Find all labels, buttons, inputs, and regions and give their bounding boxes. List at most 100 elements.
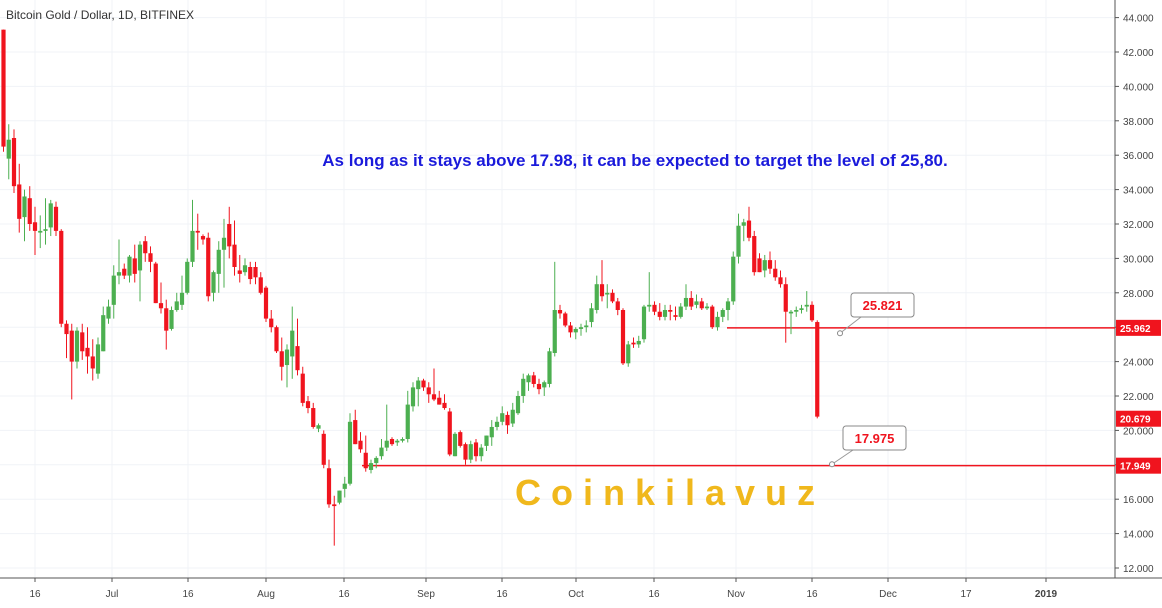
candle-body — [410, 387, 416, 407]
candle-body — [710, 306, 715, 328]
candle-body — [773, 268, 778, 278]
candle-body — [290, 330, 295, 357]
candle-body — [699, 301, 704, 309]
candle-body — [395, 440, 400, 443]
candle-body — [169, 310, 174, 329]
candle-body — [778, 277, 783, 285]
candle-body — [736, 225, 741, 257]
candle-body — [767, 260, 773, 269]
candle-body — [652, 304, 657, 312]
candle-body — [473, 442, 479, 457]
candle-body — [353, 420, 358, 445]
candle-body — [762, 260, 767, 271]
candle-body — [599, 284, 605, 297]
candle-body — [248, 267, 253, 280]
x-tick-label: 17 — [960, 589, 972, 600]
candle-body — [610, 292, 615, 302]
candle-body — [531, 375, 536, 384]
candle-body — [631, 342, 636, 345]
candle-body — [442, 402, 447, 409]
chart-title: Bitcoin Gold / Dollar, 1D, BITFINEX — [6, 8, 195, 22]
candle-body — [384, 440, 389, 448]
candle-body — [27, 198, 32, 224]
candle-body — [95, 344, 101, 374]
callout-label: 17.975 — [855, 431, 895, 446]
candle-body — [111, 275, 116, 305]
x-tick-label: Jul — [106, 589, 119, 600]
candle-body — [347, 421, 353, 484]
candle-body — [647, 304, 652, 307]
candle-body — [746, 220, 752, 238]
candle-body — [185, 261, 190, 293]
candle-body — [22, 196, 27, 218]
candle-body — [332, 504, 337, 507]
candle-body — [143, 241, 148, 254]
candle-body — [158, 303, 164, 309]
candle-body — [510, 409, 515, 424]
candle-body — [32, 222, 38, 231]
level-badge — [1116, 319, 1161, 336]
x-tick-label: Sep — [417, 589, 435, 600]
candle-body — [106, 306, 111, 319]
candle-body — [557, 310, 563, 314]
candle-body — [227, 224, 232, 247]
candle-body — [694, 301, 699, 305]
price-badge — [1116, 410, 1161, 427]
candle-body — [216, 249, 221, 274]
y-tick-label: 30.000 — [1123, 254, 1154, 265]
x-tick-label: Aug — [257, 589, 275, 600]
callout-anchor — [829, 461, 835, 468]
candle-body — [725, 301, 731, 310]
x-tick-label: 16 — [338, 589, 350, 600]
y-tick-label: 42.000 — [1123, 48, 1154, 59]
level-badge-label: 17.949 — [1120, 462, 1151, 473]
candle-body — [6, 139, 11, 159]
candle-body — [626, 344, 631, 364]
candle-body — [573, 328, 578, 333]
candle-body — [683, 297, 689, 307]
candle-body — [326, 468, 332, 505]
candle-body — [43, 229, 48, 231]
candle-body — [368, 463, 374, 470]
callout-label: 25.821 — [863, 298, 903, 313]
candle-body — [563, 313, 568, 326]
y-tick-label: 40.000 — [1123, 82, 1154, 93]
candle-body — [174, 301, 179, 310]
y-tick-label: 36.000 — [1123, 151, 1154, 162]
y-tick-label: 12.000 — [1123, 564, 1154, 575]
level-badge-label: 25.962 — [1120, 324, 1151, 335]
candle-body — [437, 397, 442, 405]
candle-body — [620, 310, 626, 364]
y-tick-label: 32.000 — [1123, 220, 1154, 231]
candle-body — [148, 253, 153, 262]
candle-body — [237, 270, 242, 274]
candle-body — [589, 308, 594, 323]
candle-body — [132, 258, 137, 274]
candle-body — [636, 340, 641, 345]
candle-body — [431, 394, 437, 400]
candle-body — [11, 138, 17, 187]
candle-body — [137, 244, 143, 271]
x-tick-label: Oct — [568, 589, 584, 600]
candle-body — [421, 380, 426, 388]
y-tick-label: 16.000 — [1123, 495, 1154, 506]
y-tick-label: 24.000 — [1123, 358, 1154, 369]
candle-body — [484, 435, 489, 446]
candle-body — [211, 272, 216, 293]
candle-body — [195, 230, 200, 233]
x-tick-label: 2019 — [1035, 589, 1058, 600]
callout-box — [850, 292, 915, 318]
candle-body — [584, 325, 589, 328]
candle-body — [799, 308, 804, 310]
y-tick-label: 14.000 — [1123, 530, 1154, 541]
candle-body — [379, 447, 384, 457]
y-tick-label: 34.000 — [1123, 186, 1154, 197]
candle-body — [59, 230, 64, 324]
candle-body — [17, 184, 22, 219]
candle-body — [500, 413, 505, 422]
candle-body — [426, 387, 431, 395]
candle-body — [300, 373, 305, 403]
x-tick-label: 16 — [496, 589, 508, 600]
